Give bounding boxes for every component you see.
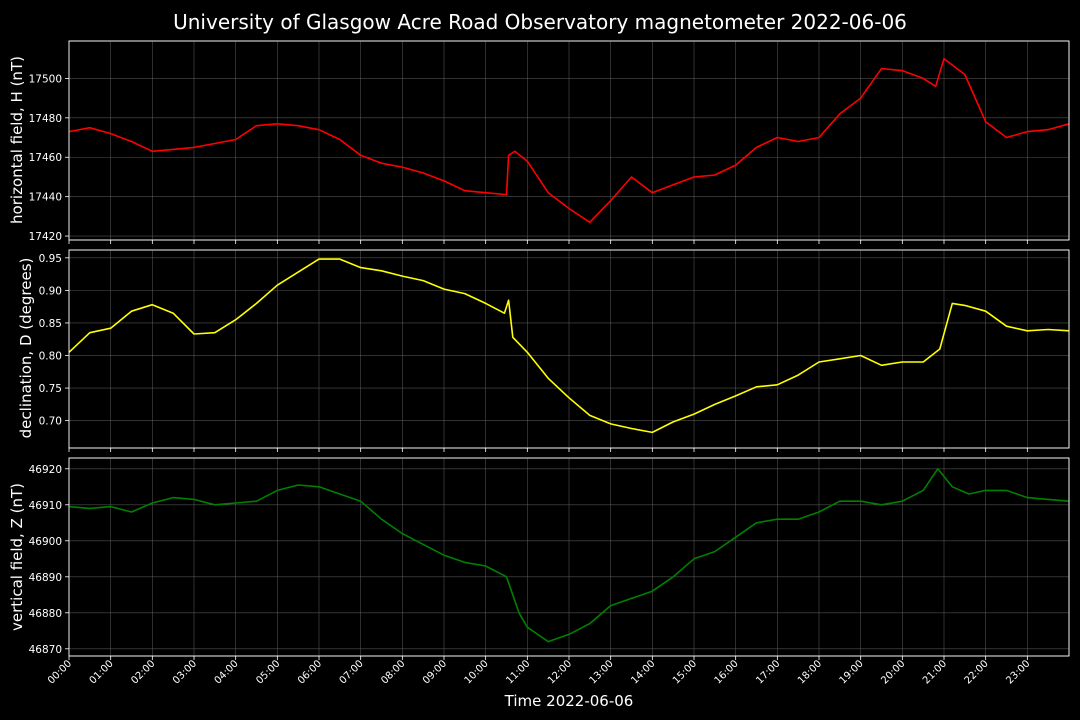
- h-plot-border: [68, 40, 1070, 241]
- d-y-tick-label: 0.85: [39, 318, 62, 330]
- h-y-tick-label: 17500: [29, 73, 62, 85]
- z-y-tick-label: 46900: [29, 536, 62, 548]
- d-plot-border: [68, 249, 1070, 449]
- d-y-tick-label: 0.95: [39, 253, 62, 265]
- x-tick-label: 02:00: [129, 658, 157, 686]
- x-tick-label: 03:00: [171, 658, 199, 686]
- x-tick-label: 14:00: [629, 658, 657, 686]
- x-tick-label: 12:00: [546, 658, 574, 686]
- z-series-line: [68, 467, 1070, 643]
- x-tick-label: 23:00: [1004, 658, 1032, 686]
- z-panel: 46870 46880 46890 46900 46910 46920: [29, 457, 1070, 660]
- z-y-tick-label: 46870: [29, 644, 62, 656]
- z-axis-label: vertical field, Z (nT): [8, 483, 26, 631]
- x-tick-label: 11:00: [504, 658, 532, 686]
- x-tick-label: 05:00: [254, 658, 282, 686]
- z-plot-border: [68, 457, 1070, 657]
- h-y-tick-label: 17440: [29, 192, 62, 204]
- x-tick-labels: 00:00 01:00 02:00 03:00 04:00 05:00 06:00 07:00…: [46, 658, 1032, 686]
- d-y-tick-label: 0.75: [39, 383, 62, 395]
- h-y-tick-label: 17480: [29, 113, 62, 125]
- d-series-line: [68, 258, 1070, 434]
- x-tick-label: 18:00: [796, 658, 824, 686]
- x-tick-label: 00:00: [46, 658, 74, 686]
- h-y-tick-label: 17420: [29, 231, 62, 243]
- h-axis-label: horizontal field, H (nT): [8, 56, 26, 224]
- x-tick-label: 08:00: [379, 658, 407, 686]
- x-axis-label: Time 2022-06-06: [504, 692, 634, 710]
- x-tick-label: 19:00: [838, 658, 866, 686]
- d-y-tick-label: 0.70: [39, 416, 62, 428]
- z-y-tick-label: 46920: [29, 464, 62, 476]
- z-y-tick-label: 46910: [29, 500, 62, 512]
- x-tick-label: 22:00: [963, 658, 991, 686]
- x-tick-label: 15:00: [671, 658, 699, 686]
- x-tick-label: 01:00: [88, 658, 116, 686]
- x-tick-label: 13:00: [588, 658, 616, 686]
- chart-title: University of Glasgow Acre Road Observat…: [173, 10, 907, 34]
- x-tick-label: 06:00: [296, 658, 324, 686]
- d-y-tick-label: 0.80: [39, 351, 62, 363]
- z-y-tick-label: 46880: [29, 608, 62, 620]
- x-tick-label: 09:00: [421, 658, 449, 686]
- x-tick-label: 20:00: [879, 658, 907, 686]
- d-axis-label: declination, D (degrees): [17, 258, 35, 439]
- x-tick-label: 21:00: [921, 658, 949, 686]
- x-tick-label: 07:00: [338, 658, 366, 686]
- h-panel: 17420 17440 17460 17480 17500: [29, 40, 1070, 244]
- x-tick-label: 10:00: [463, 658, 491, 686]
- d-y-tick-label: 0.90: [39, 285, 62, 297]
- x-tick-label: 16:00: [713, 658, 741, 686]
- h-y-tick-label: 17460: [29, 152, 62, 164]
- x-tick-label: 04:00: [213, 658, 241, 686]
- z-y-tick-label: 46890: [29, 572, 62, 584]
- x-tick-label: 17:00: [754, 658, 782, 686]
- h-series-line: [68, 57, 1070, 224]
- d-panel: 0.70 0.75 0.80 0.85 0.90 0.95: [39, 249, 1070, 452]
